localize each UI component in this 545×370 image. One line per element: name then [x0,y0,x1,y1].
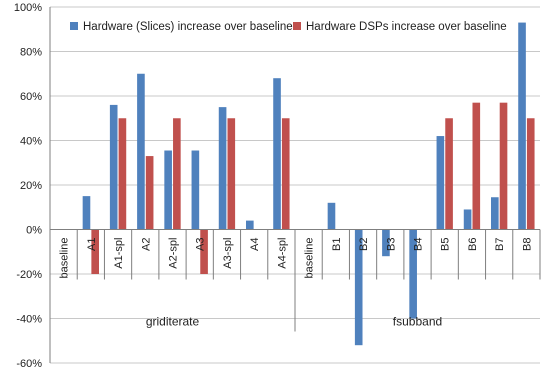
dsps-bar-A3 [200,229,208,274]
dsps-bar-B7 [499,102,508,230]
y-tick-labels: -60% -40% -20% 0% 20% 40% 60% 80% 100% [14,2,42,370]
legend-swatch [70,22,78,30]
slices-bar-A1-spl [109,104,118,230]
x-category-labels: baseline A1 A1-spl A2 A2-spl A3 A3-spl A4 A4-spl… [59,229,541,280]
category-label: B5 [440,238,452,251]
y-tick-label: 40% [20,136,42,148]
dsps-bar-A4-spl [281,118,290,230]
legend-label: Hardware (Slices) increase over baseline [83,21,293,33]
slices-bar-B7 [491,197,499,230]
y-tick-label: 0% [26,225,42,237]
slices-bar-B6 [463,209,472,230]
y-tick-label: 100% [14,2,42,14]
legend-swatch [293,22,301,30]
category-label: A3 [195,238,207,251]
dsps-bar-B6 [472,102,481,230]
y-tick-label: -20% [16,269,42,281]
category-label: B7 [494,237,506,250]
legend: Hardware (Slices) increase over baseline… [70,21,507,33]
slices-bar-A4 [246,220,254,230]
y-tick-label: 20% [20,180,42,192]
dsps-bar-B5 [445,118,453,230]
dsps-bar-A3-spl [227,118,236,230]
category-label: A4 [249,238,261,251]
category-label: B2 [358,238,370,251]
category-label: A3-spl [222,238,234,269]
bars [82,22,535,346]
slices-bar-A4-spl [273,78,281,230]
category-label: B4 [413,238,425,251]
category-label: B6 [467,238,479,251]
dsps-bar-A1 [91,229,99,274]
category-label: baseline [304,238,316,279]
category-label: B8 [521,238,533,251]
y-tick-label: 80% [20,47,42,59]
category-label: A4-spl [276,238,288,269]
slices-bar-A1 [82,196,91,230]
slices-bar-B5 [436,136,445,230]
category-label: B1 [331,238,343,251]
y-tick-label: -40% [16,314,42,326]
dsps-bar-A2-spl [173,118,181,230]
slices-bar-A2-spl [164,150,172,230]
dsps-bar-A2 [145,156,154,230]
group-labels: griditerate fsubband [49,229,442,332]
dsps-bar-B8 [526,118,535,230]
category-label: A2 [140,238,152,251]
slices-bar-A3-spl [218,107,227,230]
category-label: baseline [59,238,71,279]
category-label: A2-spl [168,238,180,269]
category-label: A1 [86,238,98,251]
legend-label: Hardware DSPs increase over baseline [306,21,507,33]
slices-bar-B2 [354,229,363,346]
slices-bar-B4 [409,229,417,319]
category-label: B3 [385,238,397,251]
slices-bar-B1 [327,202,336,230]
slices-bar-B8 [518,22,526,230]
group-label: griditerate [146,315,200,329]
slices-bar-A3 [191,150,200,230]
category-label: A1-spl [113,238,125,269]
dsps-bar-A1-spl [118,118,127,230]
slices-bar-B3 [382,229,390,257]
y-tick-label: 60% [20,91,42,103]
group-label: fsubband [393,315,442,329]
y-tick-label: -60% [16,358,42,370]
slices-bar-A2 [137,73,145,230]
